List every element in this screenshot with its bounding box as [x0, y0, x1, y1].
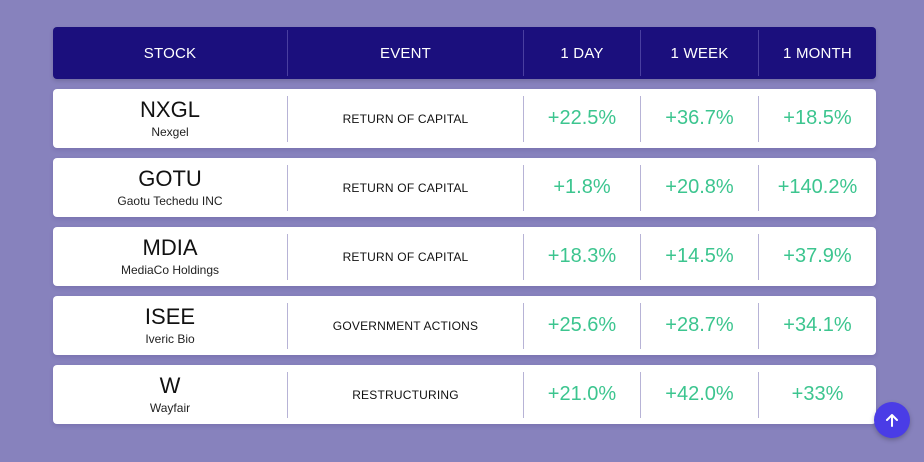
- change-1-month-value: +34.1%: [783, 314, 852, 336]
- header-event-label: EVENT: [379, 44, 431, 62]
- ticker: ISEE: [144, 304, 196, 329]
- change-1-month: +140.2%: [758, 164, 876, 211]
- table-row[interactable]: ISEE Iveric Bio GOVERNMENT ACTIONS +25.6…: [53, 296, 876, 355]
- change-1-day-value: +25.6%: [547, 314, 617, 336]
- company-name: Gaotu Techedu INC: [117, 194, 223, 208]
- company-name: Nexgel: [151, 125, 189, 139]
- event-cell: RETURN OF CAPITAL: [287, 95, 523, 142]
- change-1-day-value: +1.8%: [553, 176, 611, 198]
- header-event: EVENT: [287, 30, 523, 76]
- change-1-day-value: +22.5%: [547, 107, 617, 129]
- change-1-week: +14.5%: [640, 233, 758, 280]
- event-cell: RETURN OF CAPITAL: [287, 233, 523, 280]
- header-stock: STOCK: [53, 30, 287, 76]
- stock-cell: NXGL Nexgel: [53, 96, 287, 142]
- event-label: RESTRUCTURING: [352, 387, 459, 402]
- arrow-up-icon: [886, 414, 898, 427]
- header-1-day: 1 DAY: [523, 30, 640, 76]
- company-name: Wayfair: [149, 401, 191, 415]
- change-1-week-value: +42.0%: [665, 383, 734, 405]
- event-cell: GOVERNMENT ACTIONS: [287, 302, 523, 349]
- header-1-week: 1 WEEK: [640, 30, 758, 76]
- change-1-week: +42.0%: [640, 371, 758, 418]
- change-1-week: +20.8%: [640, 164, 758, 211]
- stock-cell: MDIA MediaCo Holdings: [53, 234, 287, 280]
- header-1-month: 1 MONTH: [758, 30, 876, 76]
- event-label: RETURN OF CAPITAL: [342, 249, 469, 264]
- ticker: GOTU: [138, 166, 202, 191]
- change-1-day: +21.0%: [523, 371, 640, 418]
- event-label: RETURN OF CAPITAL: [342, 180, 469, 195]
- header-1-day-label: 1 DAY: [560, 44, 604, 62]
- change-1-week-value: +14.5%: [665, 245, 734, 267]
- change-1-week: +36.7%: [640, 95, 758, 142]
- change-1-week-value: +36.7%: [665, 107, 734, 129]
- change-1-day: +18.3%: [523, 233, 640, 280]
- header-1-week-label: 1 WEEK: [670, 44, 729, 62]
- change-1-month-value: +37.9%: [783, 245, 852, 267]
- event-label: GOVERNMENT ACTIONS: [332, 318, 479, 333]
- change-1-week: +28.7%: [640, 302, 758, 349]
- change-1-month-value: +18.5%: [783, 107, 852, 129]
- table-header: STOCK EVENT 1 DAY 1 WEEK 1 MONTH: [53, 27, 876, 79]
- company-name: MediaCo Holdings: [120, 263, 220, 277]
- event-label: RETURN OF CAPITAL: [342, 111, 469, 126]
- header-1-month-label: 1 MONTH: [783, 44, 852, 62]
- change-1-month: +33%: [758, 371, 876, 418]
- event-cell: RESTRUCTURING: [287, 371, 523, 418]
- ticker: W: [159, 373, 181, 398]
- change-1-day-value: +21.0%: [547, 383, 617, 405]
- change-1-day: +1.8%: [523, 164, 640, 211]
- stock-cell: GOTU Gaotu Techedu INC: [53, 165, 287, 211]
- stock-cell: ISEE Iveric Bio: [53, 303, 287, 349]
- change-1-month-value: +140.2%: [777, 176, 858, 198]
- event-cell: RETURN OF CAPITAL: [287, 164, 523, 211]
- change-1-day: +25.6%: [523, 302, 640, 349]
- change-1-month: +37.9%: [758, 233, 876, 280]
- ticker: MDIA: [142, 235, 198, 260]
- header-stock-label: STOCK: [143, 44, 197, 62]
- ticker: NXGL: [140, 97, 200, 122]
- change-1-week-value: +20.8%: [665, 176, 734, 198]
- change-1-day-value: +18.3%: [547, 245, 617, 267]
- change-1-day: +22.5%: [523, 95, 640, 142]
- table-row[interactable]: NXGL Nexgel RETURN OF CAPITAL +22.5% +36…: [53, 89, 876, 148]
- company-name: Iveric Bio: [145, 332, 195, 346]
- scroll-to-top-button[interactable]: [874, 402, 910, 438]
- stock-events-table: STOCK EVENT 1 DAY 1 WEEK 1 MONTH NXGL Ne…: [53, 27, 876, 424]
- change-1-month: +18.5%: [758, 95, 876, 142]
- change-1-month: +34.1%: [758, 302, 876, 349]
- change-1-week-value: +28.7%: [665, 314, 734, 336]
- table-row[interactable]: MDIA MediaCo Holdings RETURN OF CAPITAL …: [53, 227, 876, 286]
- change-1-month-value: +33%: [791, 383, 844, 405]
- table-row[interactable]: GOTU Gaotu Techedu INC RETURN OF CAPITAL…: [53, 158, 876, 217]
- table-row[interactable]: W Wayfair RESTRUCTURING +21.0% +42.0% +3…: [53, 365, 876, 424]
- stock-cell: W Wayfair: [53, 372, 287, 418]
